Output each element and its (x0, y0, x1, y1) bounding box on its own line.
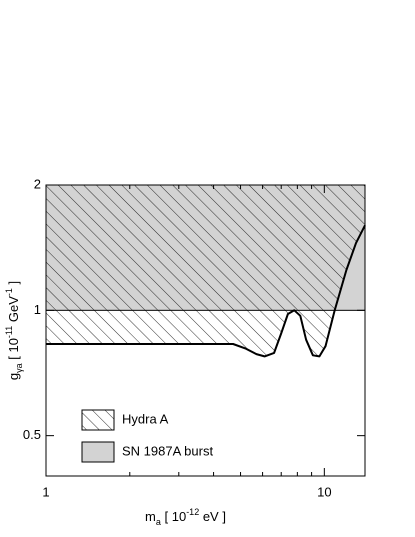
y-axis-label-part: g (6, 373, 21, 380)
y-axis-label-part: -1 (4, 288, 14, 296)
x-tick-label: 10 (317, 484, 331, 499)
y-axis-label-part: ] (6, 281, 21, 288)
y-axis-label: gγa [ 10-11 GeV-1 ] (4, 281, 24, 380)
x-tick-label: 1 (42, 484, 49, 499)
x-axis-label-part: eV ] (199, 509, 226, 524)
x-axis-label: ma [ 10-12 eV ] (145, 507, 226, 527)
plot-frame (45, 184, 366, 477)
y-axis-label-part: -11 (4, 326, 14, 338)
hydra-boundary (46, 224, 366, 358)
x-axis-label-part: -12 (186, 507, 199, 517)
legend-label: Hydra A (122, 411, 169, 426)
y-tick-label: 1 (34, 302, 41, 317)
x-axis-label-part: [ 10 (161, 509, 186, 524)
y-axis-label-part: GeV (6, 296, 21, 326)
x-axis-label-part: a (156, 517, 161, 527)
legend-label: SN 1987A burst (122, 443, 213, 458)
y-axis-label-part: [ 10 (6, 338, 21, 363)
legend-swatch (81, 409, 115, 431)
x-axis-label-part: m (145, 509, 156, 524)
y-tick-label: 2 (34, 176, 41, 191)
y-tick-label: 0.5 (23, 427, 41, 442)
legend-swatch (81, 441, 115, 463)
hydra-hatch (46, 185, 365, 357)
y-axis-label-part: γa (14, 363, 24, 373)
